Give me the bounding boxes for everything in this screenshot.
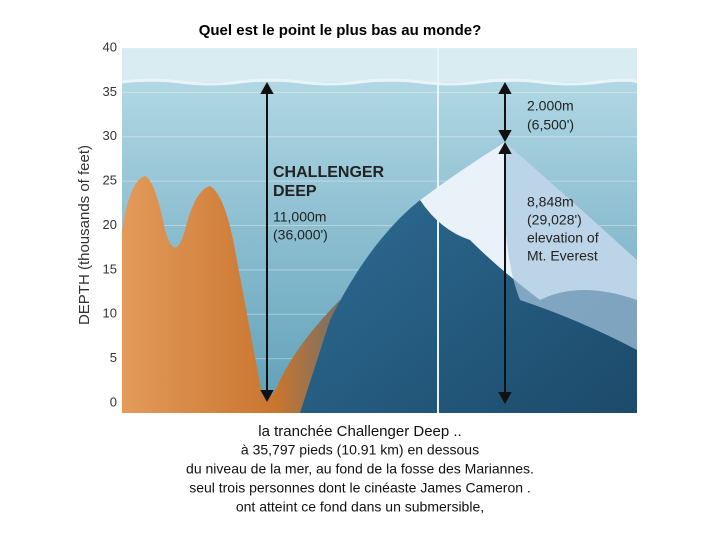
gap-label: (6,500') xyxy=(527,117,574,133)
everest-label: Mt. Everest xyxy=(527,248,598,264)
caption-line: à 35,797 pieds (10.91 km) en dessous xyxy=(241,442,479,458)
everest-label: (29,028') xyxy=(527,212,582,228)
arrows xyxy=(260,81,512,405)
tick-label: 0 xyxy=(110,394,117,409)
tick-label: 15 xyxy=(103,261,117,276)
snow-shadow xyxy=(504,142,637,350)
caption-line: du niveau de la mer, au fond de la fosse… xyxy=(186,461,534,477)
sky xyxy=(122,48,637,82)
trench-label: (36,000') xyxy=(273,227,328,243)
caption-line: seul trois personnes dont le cinéaste Ja… xyxy=(189,480,531,496)
surface xyxy=(121,78,638,86)
illustration: CHALLENGER DEEP 11,000m (36,000') 2.000m… xyxy=(121,47,638,413)
tick-label: 5 xyxy=(110,350,117,365)
tick-label: 25 xyxy=(103,173,117,188)
caption-line: la tranchée Challenger Deep .. xyxy=(258,423,461,440)
trench-label: CHALLENGER xyxy=(273,164,385,181)
caption-line: ont atteint ce fond dans un submersible, xyxy=(236,499,484,515)
everest-label: elevation of xyxy=(527,230,599,246)
tick-label: 10 xyxy=(103,306,117,321)
gap-label: 2.000m xyxy=(527,98,574,114)
tick-label: 30 xyxy=(103,128,117,143)
title: Quel est le point le plus bas au monde? xyxy=(199,22,482,39)
seafloor xyxy=(122,176,380,413)
trench-label: 11,000m xyxy=(273,209,326,225)
axis-label: DEPTH (thousands of feet) xyxy=(76,145,93,325)
tick-label: 35 xyxy=(103,84,117,99)
everest-label: 8,848m xyxy=(527,194,574,210)
tick-label: 40 xyxy=(103,39,117,54)
trench-label: DEEP xyxy=(273,183,317,200)
tick-label: 20 xyxy=(103,217,117,232)
ticks: 0 5 10 15 20 25 30 35 40 xyxy=(103,39,117,409)
